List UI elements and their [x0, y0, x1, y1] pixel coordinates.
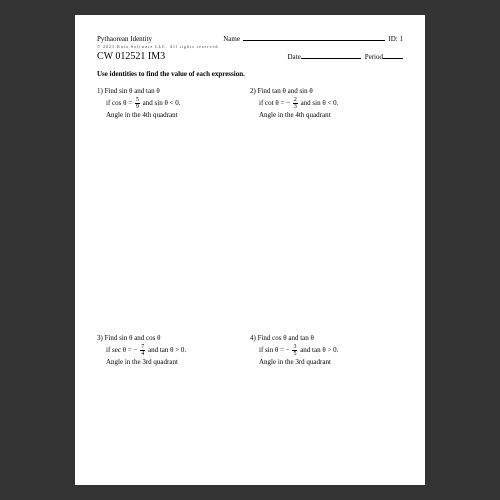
problem-line1: Find cos θ and tan θ: [258, 334, 314, 342]
problem-4: 4) Find cos θ and tan θ if sin θ = − 3 5…: [250, 333, 403, 367]
problem-number: 2): [250, 87, 256, 95]
copyright-text: © 2021 Kuta Software LLC. All rights res…: [97, 44, 403, 49]
worksheet-page: Pythaorean Identity Name ID: 1 © 2021 Ku…: [75, 15, 425, 485]
name-label: Name: [223, 35, 240, 43]
problem-post: and tan θ > 0.: [300, 346, 338, 354]
problem-line3: Angle in the 3rd quadrant: [97, 357, 250, 368]
problem-post: and sin θ < 0.: [143, 99, 181, 107]
problem-2: 2) Find tan θ and sin θ if cot θ = − 2 3…: [250, 86, 403, 120]
problem-3: 3) Find sin θ and cos θ if sec θ = − 7 4…: [97, 333, 250, 367]
fraction: 3 5: [292, 344, 297, 357]
id-label: ID: 1: [388, 35, 403, 43]
problem-line1: Find sin θ and tan θ: [105, 87, 160, 95]
problem-pre: if cot θ = −: [259, 99, 290, 107]
worksheet-title: CW 012521 IM3: [97, 51, 165, 62]
problem-pre: if sec θ = −: [106, 346, 137, 354]
date-blank[interactable]: [301, 51, 361, 59]
problem-number: 1): [97, 87, 103, 95]
problem-post: and sin θ < 0.: [301, 99, 339, 107]
problem-1: 1) Find sin θ and tan θ if cos θ = 5 9 a…: [97, 86, 250, 120]
problem-line1: Find sin θ and cos θ: [105, 334, 161, 342]
name-blank[interactable]: [243, 33, 385, 41]
problem-line3: Angle in the 4th quadrant: [97, 110, 250, 121]
problem-line3: Angle in the 3rd quadrant: [250, 357, 403, 368]
date-label: Date: [288, 53, 301, 61]
fraction: 5 9: [135, 97, 140, 110]
topic-label: Pythaorean Identity: [97, 35, 152, 43]
problem-number: 4): [250, 334, 256, 342]
problem-pre: if sin θ = −: [259, 346, 290, 354]
title-row: CW 012521 IM3 Date Period: [97, 51, 403, 62]
period-label: Period: [365, 53, 383, 61]
instruction-text: Use identities to find the value of each…: [97, 70, 403, 78]
header-top-row: Pythaorean Identity Name ID: 1: [97, 33, 403, 43]
fraction: 2 3: [293, 97, 298, 110]
problem-line1: Find tan θ and sin θ: [258, 87, 313, 95]
fraction: 7 4: [140, 344, 145, 357]
problems-row-1: 1) Find sin θ and tan θ if cos θ = 5 9 a…: [97, 86, 403, 120]
problem-post: and tan θ > 0.: [148, 346, 186, 354]
problems-row-2: 3) Find sin θ and cos θ if sec θ = − 7 4…: [97, 333, 403, 367]
problem-line3: Angle in the 4th quadrant: [250, 110, 403, 121]
period-blank[interactable]: [383, 51, 403, 59]
problem-pre: if cos θ =: [106, 99, 132, 107]
problem-number: 3): [97, 334, 103, 342]
